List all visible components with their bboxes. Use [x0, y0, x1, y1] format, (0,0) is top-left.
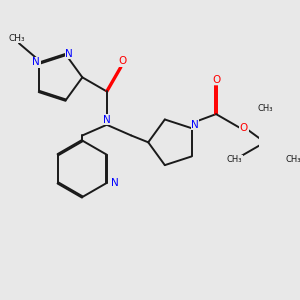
- Text: CH₃: CH₃: [9, 34, 26, 43]
- Text: CH₃: CH₃: [227, 155, 242, 164]
- Text: N: N: [111, 178, 119, 188]
- Text: N: N: [32, 57, 40, 68]
- Text: CH₃: CH₃: [286, 155, 300, 164]
- Text: CH₃: CH₃: [257, 104, 273, 113]
- Text: O: O: [118, 56, 127, 66]
- Text: O: O: [240, 123, 248, 133]
- Text: N: N: [65, 49, 73, 59]
- Text: N: N: [103, 115, 111, 125]
- Text: O: O: [212, 75, 220, 85]
- Text: N: N: [191, 120, 199, 130]
